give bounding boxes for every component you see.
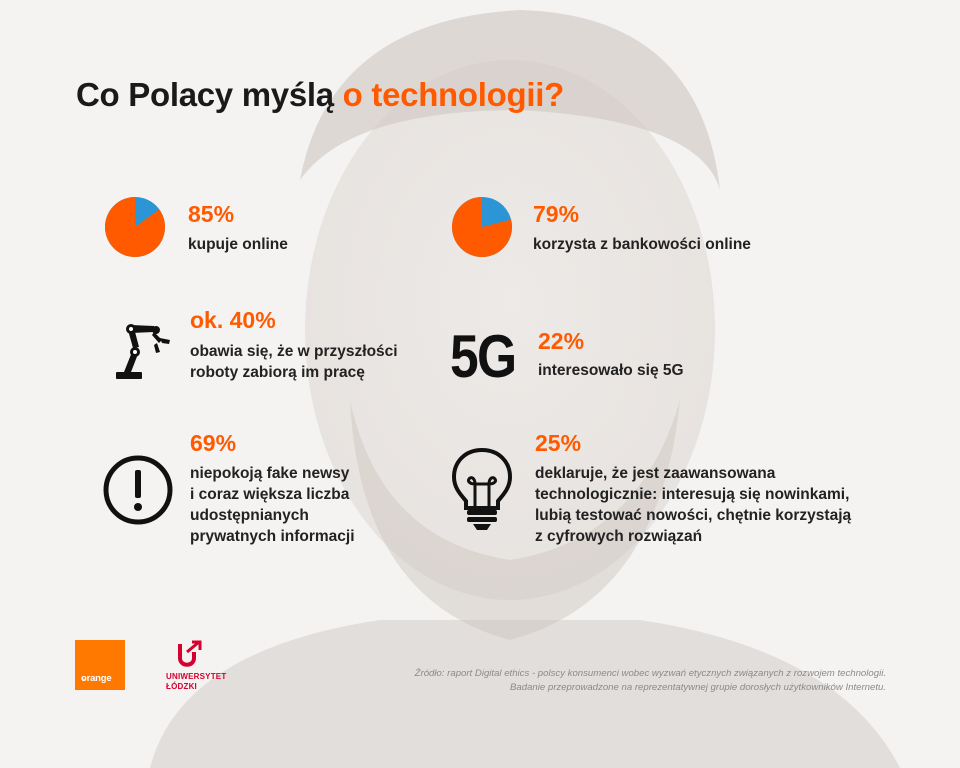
stat-value: 69% bbox=[190, 430, 237, 456]
5g-icon: 5G bbox=[450, 323, 517, 390]
source-line: Źródło: raport Digital ethics - polscy k… bbox=[414, 668, 886, 679]
stat-description: deklaruje, że jest zaawansowana technolo… bbox=[535, 465, 852, 545]
source-note: Źródło: raport Digital ethics - polscy k… bbox=[366, 667, 886, 695]
title-part-black: Co Polacy myślą bbox=[76, 76, 343, 113]
pie-chart-icon bbox=[105, 197, 165, 257]
page-title: Co Polacy myślą o technologii? bbox=[76, 76, 564, 114]
orange-logo: orange ™ bbox=[75, 640, 125, 690]
stat-description: kupuje online bbox=[188, 236, 288, 253]
source-line: Badanie przeprowadzone na reprezentatywn… bbox=[510, 682, 886, 693]
stat-description: korzysta z bankowości online bbox=[533, 236, 751, 253]
stat-value: 85% bbox=[188, 201, 235, 227]
stat-value: 22% bbox=[538, 328, 585, 354]
stat-value: ok. 40% bbox=[190, 307, 276, 333]
university-logo-icon bbox=[178, 640, 202, 667]
stat-value: 25% bbox=[535, 430, 582, 456]
title-part-orange: o technologii? bbox=[342, 76, 565, 113]
university-logo-text: UNIWERSYTET ŁÓDZKI bbox=[166, 672, 227, 691]
pie-slice-main bbox=[452, 197, 512, 257]
lightbulb-icon bbox=[451, 447, 513, 530]
pie-slice-main bbox=[105, 197, 165, 257]
stat-value: 79% bbox=[533, 201, 580, 227]
stat-description: obawia się, że w przyszłości roboty zabi… bbox=[190, 343, 398, 381]
exclamation-icon bbox=[103, 455, 173, 525]
robot-arm-icon bbox=[116, 324, 170, 379]
pie-chart-icon bbox=[452, 197, 512, 257]
stat-description: niepokoją fake newsy i coraz większa lic… bbox=[190, 465, 355, 545]
stat-description: interesowało się 5G bbox=[538, 362, 684, 379]
